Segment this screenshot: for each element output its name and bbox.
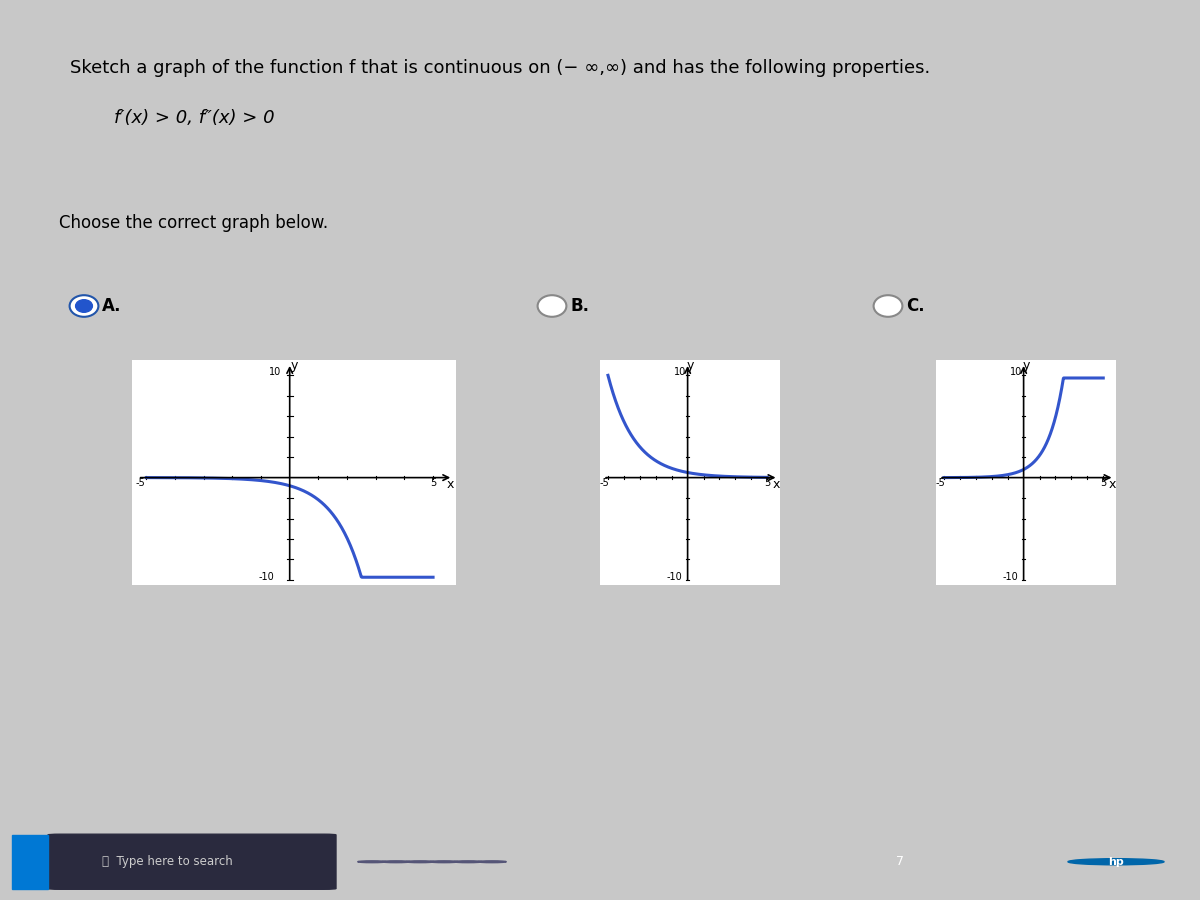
Circle shape [382, 860, 410, 863]
Text: x: x [1109, 478, 1116, 491]
Text: 5: 5 [1100, 478, 1106, 488]
Circle shape [478, 860, 506, 863]
Text: Choose the correct graph below.: Choose the correct graph below. [59, 214, 328, 232]
FancyBboxPatch shape [48, 834, 336, 889]
Text: y: y [290, 358, 298, 372]
Text: 5: 5 [430, 478, 436, 488]
Text: A.: A. [102, 297, 121, 315]
Text: y: y [1022, 358, 1030, 372]
Text: hp: hp [1108, 857, 1124, 867]
Text: 10: 10 [1009, 367, 1021, 377]
Circle shape [454, 860, 482, 863]
Text: 7: 7 [896, 855, 904, 868]
Text: 10: 10 [673, 367, 685, 377]
Text: 5: 5 [764, 478, 770, 488]
Text: -5: -5 [936, 478, 946, 488]
Text: -10: -10 [259, 572, 275, 582]
Text: C.: C. [906, 297, 925, 315]
Text: x: x [773, 478, 780, 491]
Bar [12, 835, 48, 888]
Text: 10: 10 [269, 367, 282, 377]
Text: Sketch a graph of the function f that is continuous on (− ∞,∞) and has the follo: Sketch a graph of the function f that is… [70, 58, 930, 76]
Text: -10: -10 [1003, 572, 1019, 582]
Text: y: y [686, 358, 694, 372]
Circle shape [430, 860, 458, 863]
Text: B.: B. [570, 297, 589, 315]
Text: f′(x) > 0, f″(x) > 0: f′(x) > 0, f″(x) > 0 [114, 109, 275, 127]
Circle shape [406, 860, 434, 863]
Text: x: x [446, 478, 454, 491]
Text: 🔍  Type here to search: 🔍 Type here to search [102, 855, 233, 868]
Text: -5: -5 [136, 478, 145, 488]
Circle shape [1068, 859, 1164, 865]
Text: -10: -10 [667, 572, 683, 582]
Circle shape [358, 860, 386, 863]
Text: -5: -5 [600, 478, 610, 488]
